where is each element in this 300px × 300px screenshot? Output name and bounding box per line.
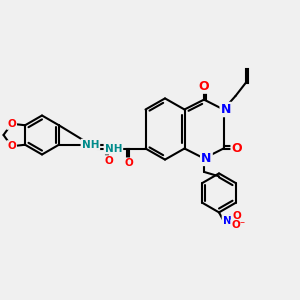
- Text: NH: NH: [105, 143, 122, 154]
- Text: N: N: [221, 103, 231, 116]
- Text: O⁻: O⁻: [231, 220, 246, 230]
- Text: N: N: [201, 152, 212, 165]
- Text: O: O: [232, 142, 242, 155]
- Text: O: O: [104, 156, 113, 166]
- Text: O: O: [124, 158, 134, 169]
- Text: NH: NH: [82, 140, 99, 150]
- Text: N: N: [223, 216, 232, 226]
- Text: O: O: [7, 119, 16, 129]
- Text: O: O: [199, 80, 209, 93]
- Text: O: O: [7, 141, 16, 151]
- Text: O: O: [232, 211, 241, 221]
